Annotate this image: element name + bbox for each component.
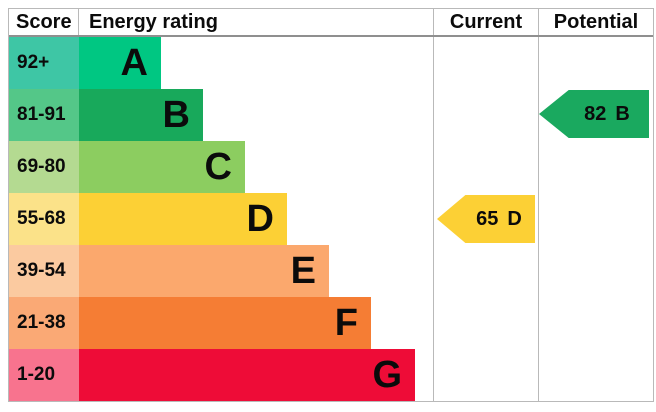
current-column-header: Current [433, 9, 538, 35]
rating-bar-b: B [79, 89, 203, 141]
current-rating-letter: D [507, 207, 522, 230]
rating-bar-f: F [79, 297, 371, 349]
rating-letter-e: E [290, 250, 316, 292]
rating-bar-c: C [79, 141, 245, 193]
score-range-b: 81-91 [9, 89, 79, 141]
energy-rating-column-header: Energy rating [89, 10, 218, 33]
rating-letter-c: C [204, 146, 232, 188]
rating-letter-g: G [372, 354, 402, 396]
band-row-e: 39-54 E [9, 245, 433, 297]
potential-column: 82 B [538, 37, 653, 401]
score-range-a: 92+ [9, 37, 79, 89]
score-range-g: 1-20 [9, 349, 79, 401]
score-column-header: Score [9, 9, 79, 35]
band-row-d: 55-68 D [9, 193, 433, 245]
score-range-e: 39-54 [9, 245, 79, 297]
rating-letter-d: D [246, 198, 274, 240]
score-range-c: 69-80 [9, 141, 79, 193]
band-row-b: 81-91 B [9, 89, 433, 141]
rating-letter-a: A [120, 42, 148, 84]
table-body: 92+ A 81-91 B 69-80 C [9, 37, 653, 401]
rating-bar-a: A [79, 37, 161, 89]
potential-rating-letter: B [615, 102, 630, 125]
energy-bands: 92+ A 81-91 B 69-80 C [9, 37, 433, 401]
rating-bar-d: D [79, 193, 287, 245]
rating-letter-f: F [334, 302, 358, 344]
current-rating-arrow: 65 D [437, 195, 535, 243]
potential-rating-arrow: 82 B [539, 90, 649, 138]
band-row-f: 21-38 F [9, 297, 433, 349]
band-row-c: 69-80 C [9, 141, 433, 193]
potential-score-value: 82 [584, 102, 607, 125]
score-range-f: 21-38 [9, 297, 79, 349]
current-column: 65 D [433, 37, 538, 401]
rating-letter-b: B [162, 94, 190, 136]
score-range-d: 55-68 [9, 193, 79, 245]
band-row-a: 92+ A [9, 37, 433, 89]
potential-column-header: Potential [538, 9, 653, 35]
rating-bar-g: G [79, 349, 415, 401]
current-score-value: 65 [476, 207, 499, 230]
band-row-g: 1-20 G [9, 349, 433, 401]
table-header-row: Score Energy rating Current Potential [9, 9, 653, 37]
rating-bar-e: E [79, 245, 329, 297]
epc-table: Score Energy rating Current Potential 92… [8, 8, 654, 402]
